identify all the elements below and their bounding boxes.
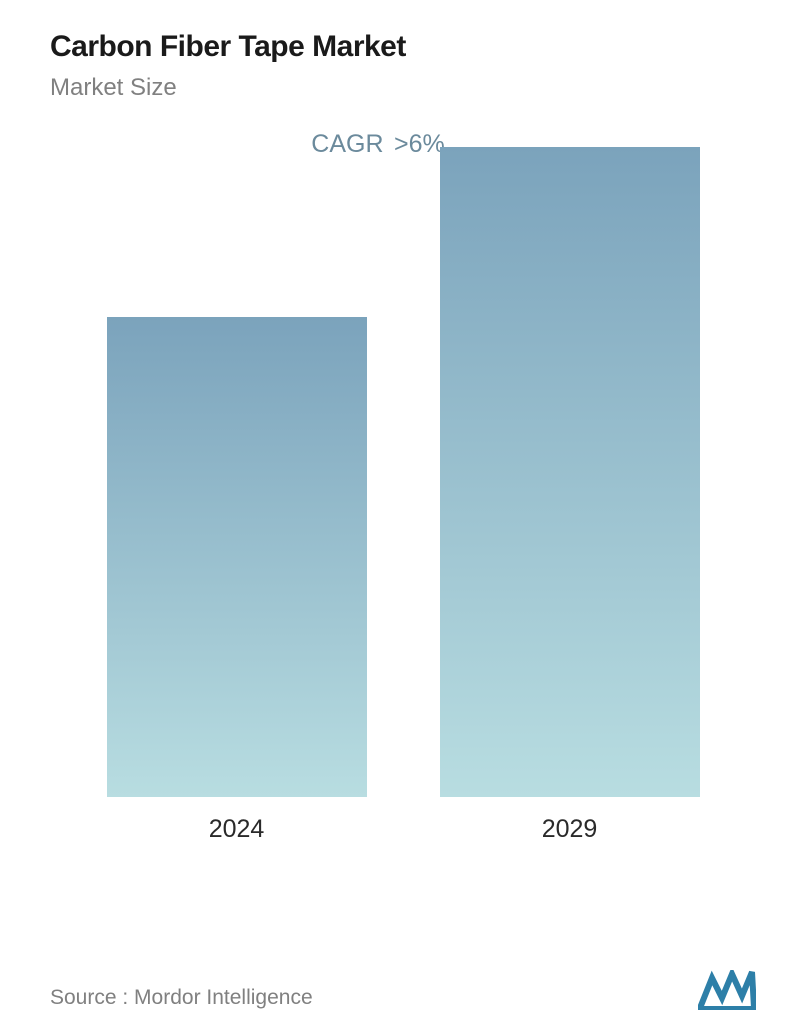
chart-subtitle: Market Size (50, 74, 756, 102)
footer: Source : Mordor Intelligence (50, 970, 756, 1010)
bar-2029 (440, 147, 700, 797)
chart-container: Carbon Fiber Tape Market Market Size CAG… (0, 0, 796, 1034)
bars-row: 2024 2029 (50, 189, 756, 844)
cagr-label: CAGR (311, 130, 383, 158)
mordor-logo-icon (698, 970, 756, 1010)
x-label-2029: 2029 (542, 815, 598, 844)
cagr-value: >6% (394, 130, 445, 158)
source-text: Source : Mordor Intelligence (50, 986, 313, 1010)
x-label-2024: 2024 (209, 815, 265, 844)
bar-2024 (107, 317, 367, 797)
bar-column-2024: 2024 (107, 317, 367, 844)
bar-column-2029: 2029 (440, 147, 700, 844)
chart-title: Carbon Fiber Tape Market (50, 30, 756, 64)
chart-area: 2024 2029 (50, 189, 756, 909)
